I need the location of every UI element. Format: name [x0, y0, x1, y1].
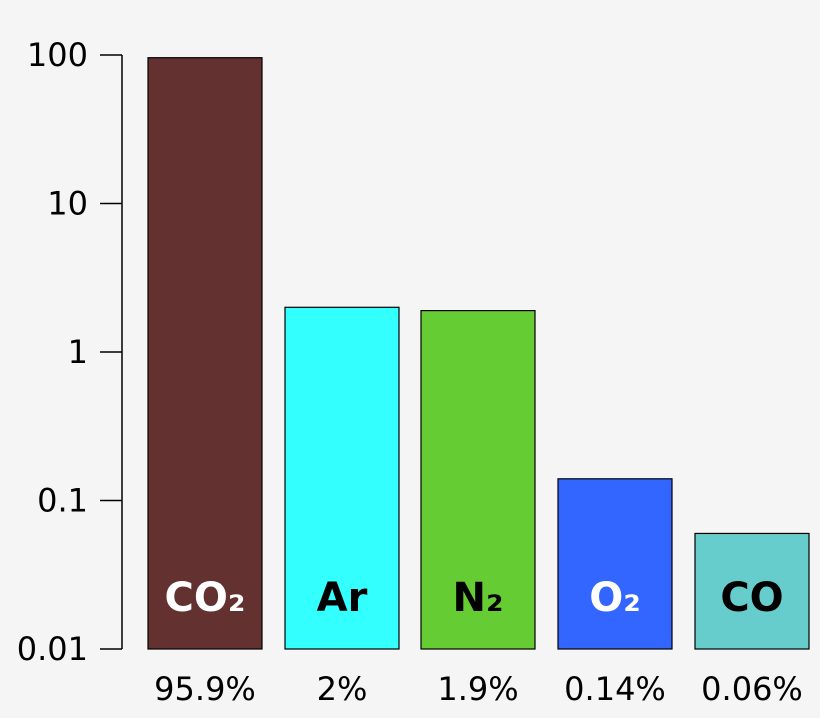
bar-value-label: 1.9%	[437, 670, 518, 708]
bar-value-label: 0.06%	[701, 670, 803, 708]
y-tick-label: 0.01	[17, 630, 88, 668]
bar-4	[694, 532, 810, 650]
y-tick-label: 10	[47, 185, 88, 223]
bar-category-label: O₂	[589, 575, 641, 621]
y-tick-label: 0.1	[37, 482, 88, 520]
bar-category-label: CO	[720, 575, 783, 621]
y-tick-label: 1	[68, 333, 88, 371]
y-tick-label: 100	[27, 36, 88, 74]
bar-category-label: CO₂	[165, 575, 246, 621]
bar-1	[284, 306, 400, 650]
bar-value-label: 2%	[317, 670, 368, 708]
bar-category-label: N₂	[453, 575, 504, 621]
bar-value-label: 0.14%	[564, 670, 666, 708]
bar-0	[147, 57, 263, 650]
bar-2	[420, 310, 536, 650]
bar-value-label: 95.9%	[154, 670, 256, 708]
bar-3	[557, 478, 673, 650]
bar-category-label: Ar	[317, 575, 368, 621]
